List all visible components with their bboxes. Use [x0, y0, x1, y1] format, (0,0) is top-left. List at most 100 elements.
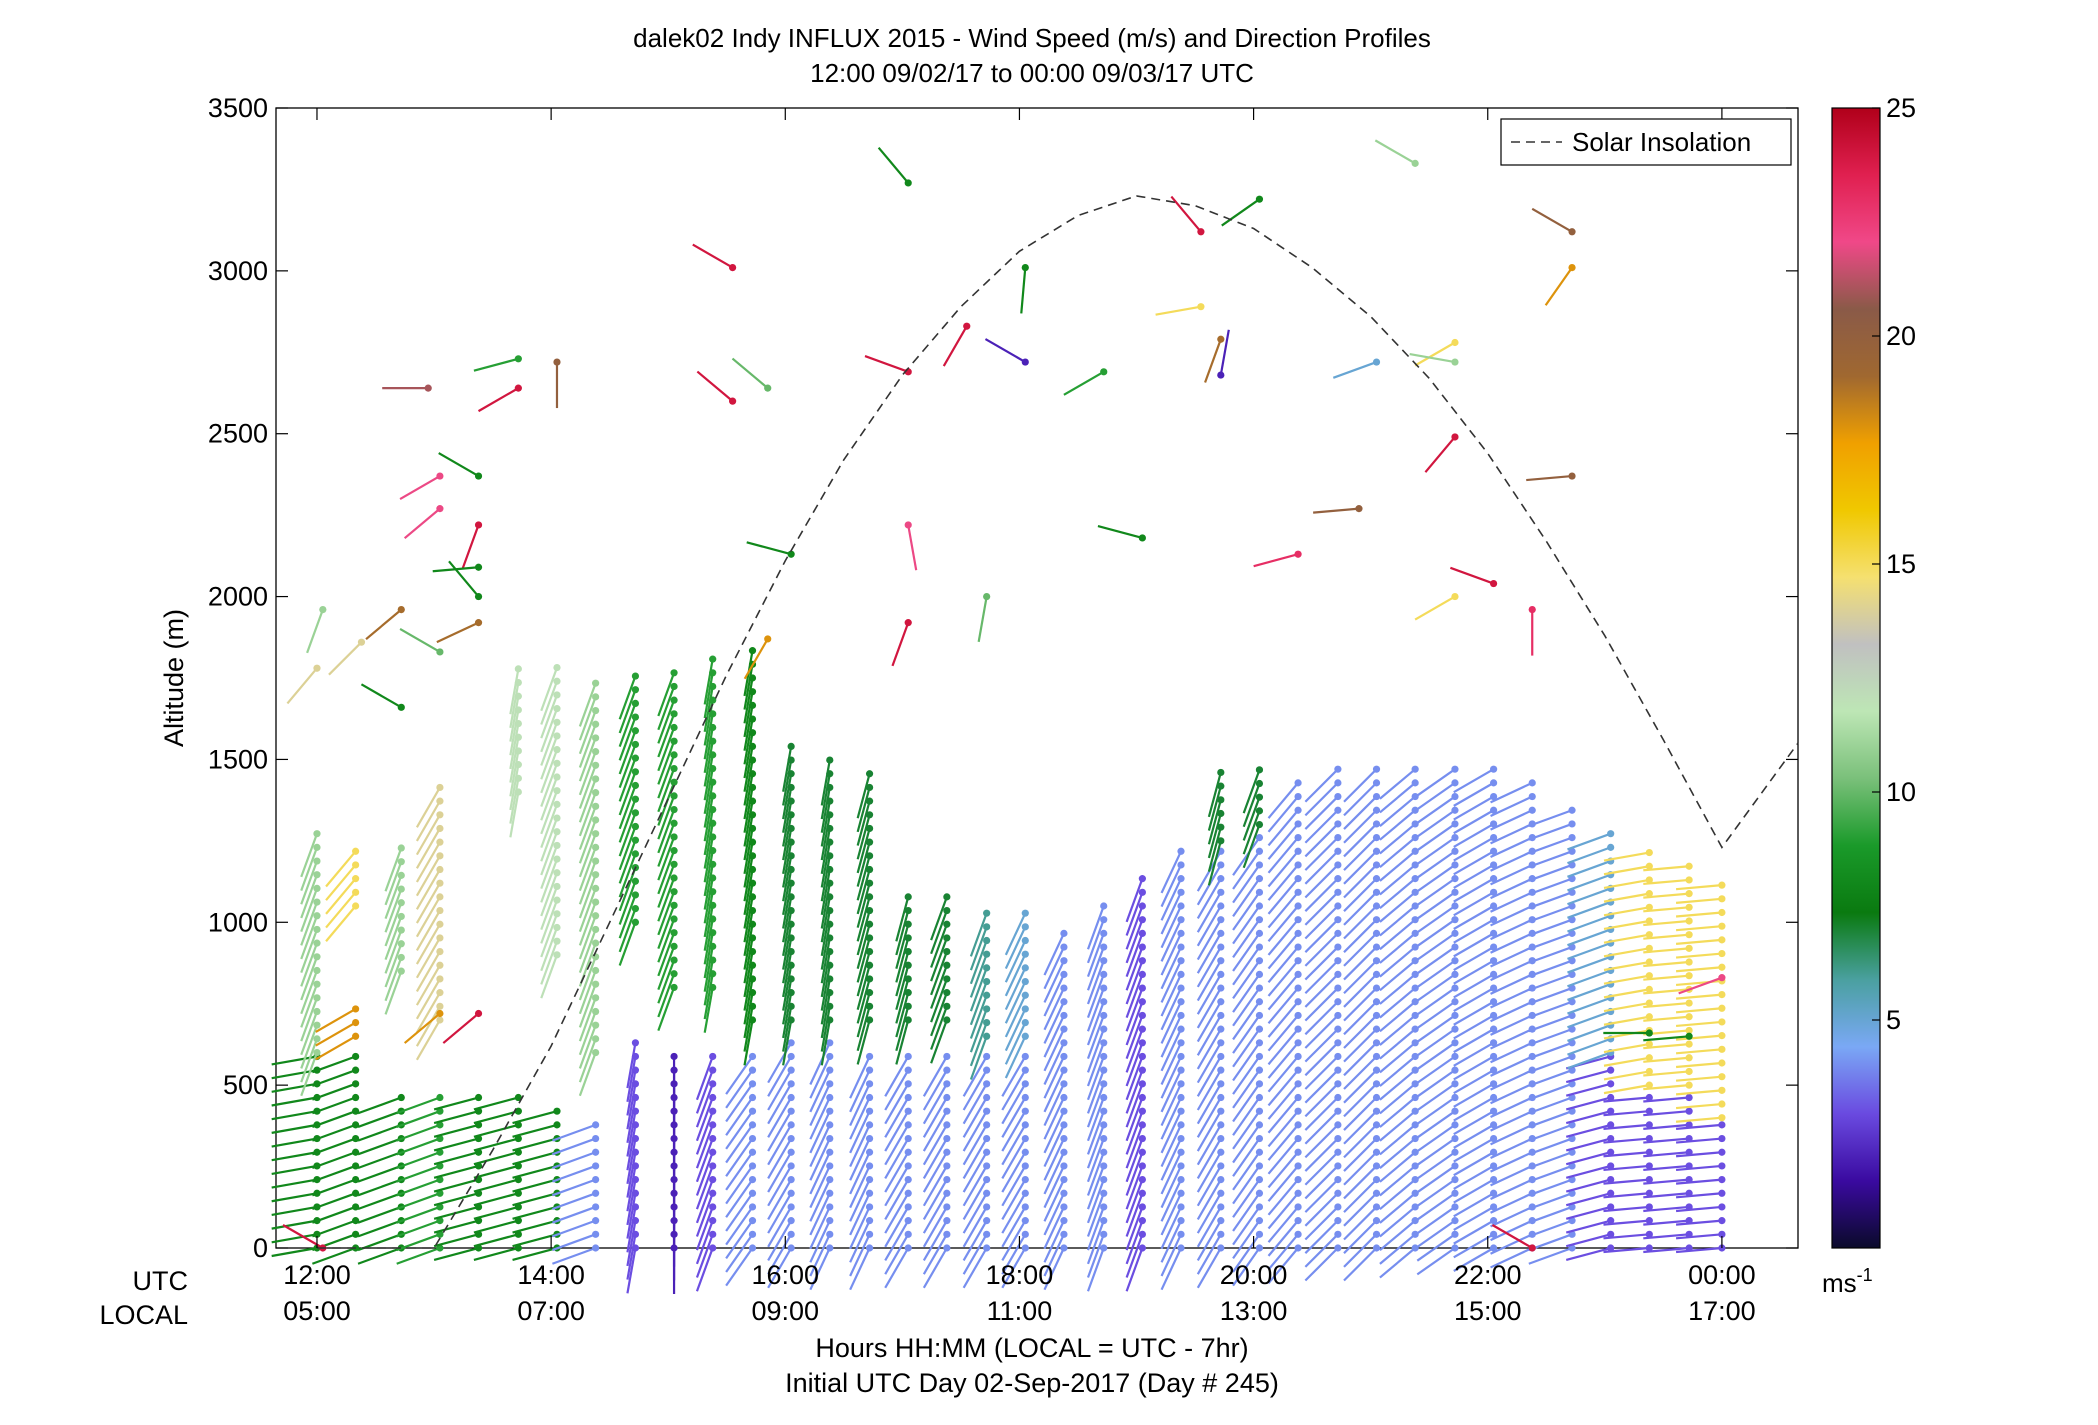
profile-barb-dot: [709, 1134, 717, 1143]
profile-barb-line: [962, 1124, 988, 1166]
profile-barb-line: [1043, 1042, 1065, 1085]
profile-barb-line: [271, 1164, 318, 1175]
profile-barb-line: [1304, 1083, 1339, 1118]
profile-barb-line: [1196, 1233, 1222, 1275]
profile-barb-line: [1416, 1192, 1456, 1221]
profile-barb-line: [1643, 1123, 1690, 1130]
profile-barb-dot: [1334, 943, 1342, 951]
profile-barb-dot: [709, 1107, 717, 1115]
profile-barb-dot: [1334, 1066, 1342, 1074]
profile-barb-line: [1567, 996, 1612, 1015]
profile-barb-dot: [397, 844, 405, 852]
profile-barb-dot: [787, 1162, 795, 1170]
profile-barb-dot: [1294, 1176, 1302, 1184]
profile-barb-line: [1643, 974, 1690, 981]
profile-barb-dot: [1060, 1189, 1068, 1197]
profile-barb-dot: [631, 822, 640, 831]
isolated-barb-dot: [436, 1009, 444, 1018]
profile-barb-line: [1675, 1233, 1722, 1240]
profile-barb-line: [1125, 1220, 1144, 1265]
profile-barb-line: [725, 1110, 754, 1150]
profile-barb-line: [1125, 905, 1144, 950]
profile-barb-line: [820, 828, 831, 874]
profile-barb-line: [809, 1138, 831, 1181]
profile-barb-line: [1379, 782, 1416, 814]
profile-barb-dot: [1645, 1134, 1653, 1143]
profile-barb-line: [884, 1165, 910, 1207]
profile-barb-line: [540, 694, 559, 739]
profile-barb-line: [1267, 1206, 1299, 1243]
profile-barb-dot: [313, 980, 321, 988]
profile-barb-dot: [787, 1066, 795, 1074]
profile-barb-line: [1343, 1178, 1378, 1213]
profile-barb-line: [930, 910, 948, 955]
profile-barb-line: [1086, 905, 1105, 950]
profile-barb-line: [1267, 1124, 1299, 1161]
profile-barb-dot: [1294, 1011, 1302, 1020]
profile-barb-dot: [1255, 957, 1264, 965]
profile-barb-line: [725, 1124, 754, 1164]
profile-barb-line: [922, 1192, 948, 1234]
profile-barb-line: [1267, 1014, 1299, 1052]
profile-barb-line: [1453, 1055, 1495, 1081]
profile-barb-dot: [397, 885, 405, 893]
profile-barb-line: [384, 970, 403, 1015]
profile-barb-dot: [1217, 984, 1225, 992]
profile-barb-dot: [1255, 888, 1264, 896]
profile-barb-line: [657, 795, 676, 840]
isolated-barb-dot: [1451, 358, 1459, 366]
isolated-barb-dot: [1451, 338, 1459, 347]
profile-barb-line: [1267, 1001, 1299, 1038]
profile-barb-dot: [1451, 820, 1459, 828]
profile-barb-line: [552, 1205, 596, 1224]
profile-barb-dot: [1138, 1203, 1146, 1211]
profile-barb-line: [396, 1123, 441, 1142]
profile-barb-dot: [1334, 1189, 1342, 1197]
profile-barb-dot: [553, 718, 561, 726]
profile-barb-line: [657, 946, 676, 990]
profile-barb-dot: [983, 1093, 991, 1102]
profile-barb-line: [895, 951, 910, 997]
profile-barb-line: [325, 850, 357, 888]
isolated-barb-line: [746, 541, 792, 556]
profile-barb-dot: [352, 1107, 360, 1115]
profile-barb-line: [540, 872, 559, 917]
profile-barb-line: [552, 1219, 596, 1238]
profile-barb-line: [820, 910, 831, 957]
profile-barb-dot: [1060, 1107, 1068, 1115]
profile-barb-line: [1304, 877, 1339, 912]
profile-barb-line: [962, 1233, 988, 1275]
profile-barb-dot: [352, 1134, 360, 1143]
profile-barb-dot: [904, 934, 912, 942]
profile-barb-line: [1304, 1042, 1339, 1077]
profile-barb-line: [578, 983, 597, 1028]
profile-barb-line: [578, 1052, 597, 1097]
profile-barb-line: [1453, 795, 1495, 821]
profile-barb-line: [271, 1178, 318, 1189]
profile-barb-dot: [826, 1134, 834, 1143]
profile-barb-line: [856, 841, 871, 887]
profile-barb-dot: [592, 898, 600, 906]
profile-barb-dot: [787, 1203, 795, 1211]
profile-barb-dot: [1372, 957, 1381, 965]
profile-barb-line: [312, 1178, 356, 1197]
profile-barb-line: [1343, 891, 1378, 926]
profile-barb-dot: [1372, 1121, 1381, 1129]
profile-barb-dot: [983, 964, 991, 972]
profile-barb-line: [540, 680, 559, 725]
profile-barb-line: [1160, 946, 1183, 990]
profile-barb-dot: [592, 857, 600, 865]
profile-barb-dot: [670, 764, 678, 773]
profile-barb-dot: [352, 1032, 360, 1040]
profile-barb-line: [743, 896, 754, 943]
profile-barb-line: [1490, 1151, 1533, 1173]
profile-barb-dot: [397, 871, 405, 879]
profile-barb-dot: [1451, 1189, 1459, 1197]
isolated-barb-line: [1678, 976, 1723, 995]
profile-barb-dot: [1138, 902, 1146, 910]
profile-barb-line: [1160, 1042, 1183, 1085]
profile-barb-line: [1207, 772, 1222, 818]
isolated-barb-line: [403, 507, 441, 540]
profile-barb-line: [809, 1097, 831, 1140]
profile-barb-line: [767, 1042, 793, 1084]
